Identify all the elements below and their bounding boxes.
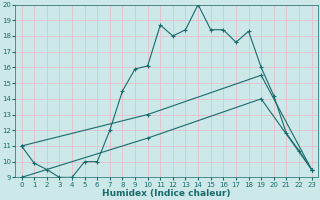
X-axis label: Humidex (Indice chaleur): Humidex (Indice chaleur)	[102, 189, 231, 198]
